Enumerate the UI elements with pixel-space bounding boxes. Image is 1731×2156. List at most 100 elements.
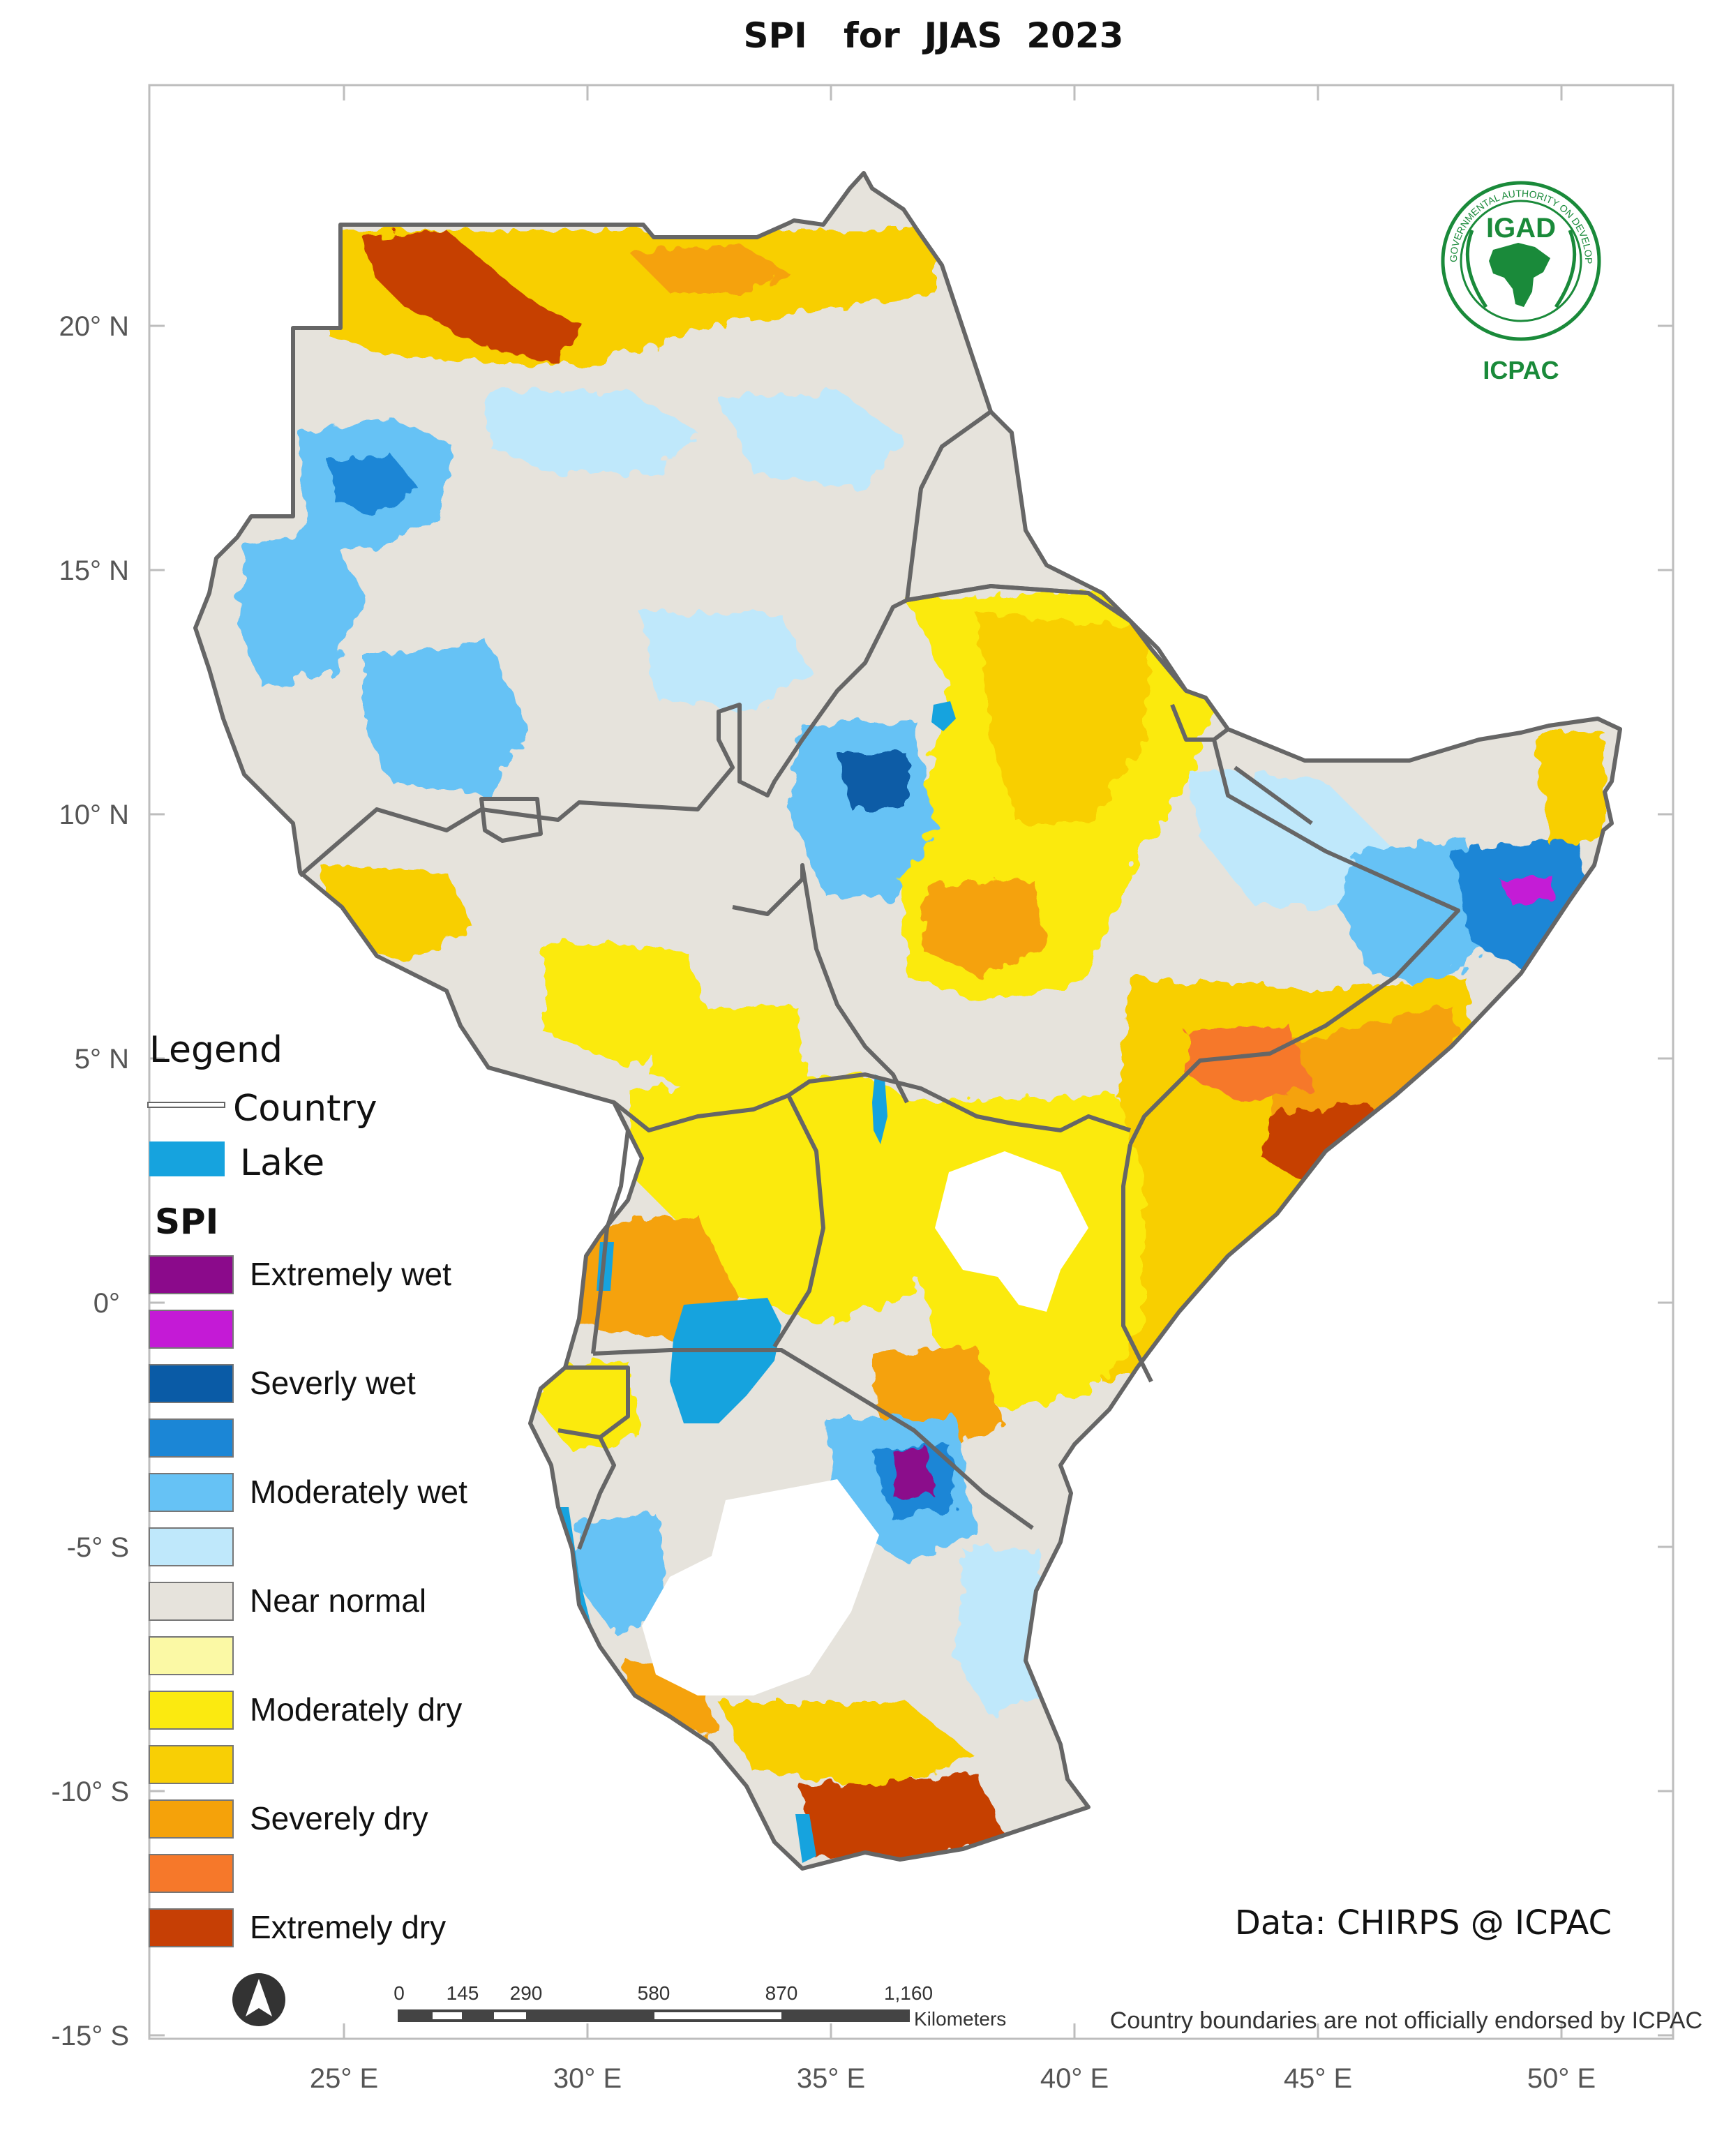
border-eritrea-ethiopia bbox=[906, 584, 1188, 692]
spi-class-item: Moderately dry bbox=[149, 1691, 462, 1730]
spi-class-item: Near normal bbox=[149, 1582, 426, 1621]
wet-west-central bbox=[363, 642, 530, 795]
lon-label-45e: 45° E bbox=[1284, 2063, 1352, 2094]
dry-south-sudan-south bbox=[649, 1005, 809, 1102]
border-uganda-kenya bbox=[772, 1094, 825, 1348]
scale-tick-145: 145 bbox=[447, 1982, 479, 2004]
legend: Legend Country Lake SPI Extremely wet Sev… bbox=[147, 1029, 467, 1947]
spi-class-item bbox=[149, 1745, 234, 1784]
disclaimer: Country boundaries are not officially en… bbox=[1110, 2007, 1702, 2034]
lake-swatch bbox=[149, 1141, 225, 1176]
spi-class-swatch bbox=[149, 1527, 234, 1566]
spi-class-swatch bbox=[149, 1745, 234, 1784]
spi-heading: SPI bbox=[155, 1201, 218, 1242]
latitude-labels: 20° N 15° N 10° N 5° N 0° -5° S -10° S -… bbox=[51, 311, 129, 2051]
legend-lake-item: Lake bbox=[149, 1141, 324, 1184]
spi-class-item: Severly wet bbox=[149, 1364, 416, 1403]
spi-class-item bbox=[149, 1636, 234, 1675]
legend-country-label: Country bbox=[233, 1088, 377, 1130]
extremely-dry-north bbox=[363, 230, 586, 363]
severely-dry-north2 bbox=[628, 244, 788, 293]
africa-icon bbox=[1489, 243, 1550, 307]
region-outline bbox=[193, 171, 1622, 1871]
wreath-left-icon bbox=[1465, 230, 1488, 308]
scale-bar-ticks: 0 145 290 580 870 1,160 bbox=[394, 1982, 933, 2004]
longitude-labels: 25° E 30° E 35° E 40° E 45° E 50° E bbox=[310, 2063, 1596, 2094]
spi-class-item: Extremely wet bbox=[149, 1255, 451, 1294]
border-uganda-drc bbox=[591, 1101, 630, 1354]
border-djibouti bbox=[1170, 703, 1229, 742]
border-south-sudan-uganda-drc bbox=[613, 1093, 790, 1132]
light-wet-north-central bbox=[488, 391, 698, 474]
spi-class-swatch bbox=[149, 1691, 234, 1730]
scale-tick-870: 870 bbox=[765, 1982, 798, 2004]
spi-class-label: Moderately wet bbox=[250, 1474, 467, 1510]
scale-tick-1160: 1,160 bbox=[884, 1982, 933, 2004]
scale-tick-580: 580 bbox=[638, 1982, 670, 2004]
border-ethiopia-somalia bbox=[1128, 739, 1460, 1146]
severe-wet-nw bbox=[328, 454, 419, 516]
spi-class-label: Severly wet bbox=[250, 1365, 416, 1401]
border-kenya-somalia bbox=[1121, 1144, 1153, 1383]
legend-country-item: Country bbox=[147, 1088, 377, 1130]
spi-class-swatch bbox=[149, 1908, 234, 1947]
logo-top-text: IGAD bbox=[1486, 213, 1556, 244]
lake-victoria bbox=[670, 1298, 781, 1423]
dry-somalia-north bbox=[1535, 733, 1605, 844]
lake-turkana bbox=[872, 1075, 887, 1144]
spi-class-item bbox=[149, 1418, 234, 1458]
data-credit: Data: CHIRPS @ ICPAC bbox=[1235, 1903, 1612, 1942]
extremely-wet-somalia bbox=[1500, 872, 1556, 907]
severe-dry-ethiopia bbox=[921, 879, 1047, 977]
border-tanzania-west bbox=[577, 1436, 616, 1550]
lat-label-15s: -15° S bbox=[51, 2021, 129, 2051]
legend-heading: Legend bbox=[149, 1029, 283, 1071]
spi-class-item bbox=[149, 1527, 234, 1566]
north-arrow-icon bbox=[232, 1973, 285, 2026]
lat-label-10n: 10° N bbox=[59, 800, 130, 830]
spi-class-label: Extremely dry bbox=[250, 1909, 446, 1945]
scale-bar: 0 145 290 580 870 1,160 Kilometers bbox=[394, 1982, 1006, 2030]
country-boundaries bbox=[193, 171, 1622, 1871]
dry-burundi bbox=[537, 1361, 642, 1451]
scale-tick-290: 290 bbox=[510, 1982, 543, 2004]
scale-tick-0: 0 bbox=[394, 1982, 405, 2004]
severe-wet-ethiopia-west bbox=[837, 754, 907, 809]
no-data-tanzania bbox=[642, 1479, 879, 1695]
spi-class-swatch bbox=[149, 1636, 234, 1675]
spi-class-swatch bbox=[149, 1854, 234, 1893]
orange-somalia-central bbox=[1186, 1026, 1312, 1102]
border-kenya-ethiopia bbox=[787, 1072, 1131, 1132]
lat-label-10s: -10° S bbox=[51, 1776, 129, 1807]
spi-class-item: Extremely dry bbox=[149, 1908, 446, 1947]
lon-label-35e: 35° E bbox=[797, 2063, 865, 2094]
dry-ethiopia-core bbox=[977, 614, 1151, 823]
lake-malawi-tip bbox=[795, 1814, 816, 1863]
lake-tana bbox=[931, 701, 956, 731]
legend-lake-label: Lake bbox=[240, 1142, 324, 1184]
spi-class-swatch bbox=[149, 1364, 234, 1403]
lat-label-0: 0° bbox=[93, 1288, 120, 1319]
lon-label-50e: 50° E bbox=[1527, 2063, 1596, 2094]
lon-label-30e: 30° E bbox=[553, 2063, 622, 2094]
lat-label-15n: 15° N bbox=[59, 555, 130, 586]
border-south-sudan-ethiopia bbox=[732, 863, 909, 1104]
spi-class-label: Severely dry bbox=[250, 1800, 428, 1836]
logo-bottom-text: ICPAC bbox=[1483, 356, 1559, 384]
spi-class-swatch bbox=[149, 1799, 234, 1839]
country-line-swatch bbox=[147, 1102, 225, 1108]
spi-class-swatch bbox=[149, 1418, 234, 1458]
frame-ticks bbox=[149, 85, 1673, 2039]
scale-bar-unit: Kilometers bbox=[914, 2008, 1006, 2030]
lat-label-5s: -5° S bbox=[67, 1532, 129, 1563]
light-wet-north-east bbox=[719, 391, 907, 488]
spi-class-list: Extremely wet Severly wet Moderately wet Ne… bbox=[149, 1255, 467, 1947]
border-rwanda-burundi bbox=[557, 1365, 630, 1439]
lat-label-20n: 20° N bbox=[59, 311, 130, 342]
spi-class-label: Extremely wet bbox=[250, 1256, 451, 1292]
lat-label-5n: 5° N bbox=[75, 1044, 129, 1075]
spi-class-label: Near normal bbox=[250, 1582, 426, 1619]
spi-class-item: Moderately wet bbox=[149, 1473, 467, 1512]
dry-tanzania-south bbox=[719, 1702, 977, 1786]
